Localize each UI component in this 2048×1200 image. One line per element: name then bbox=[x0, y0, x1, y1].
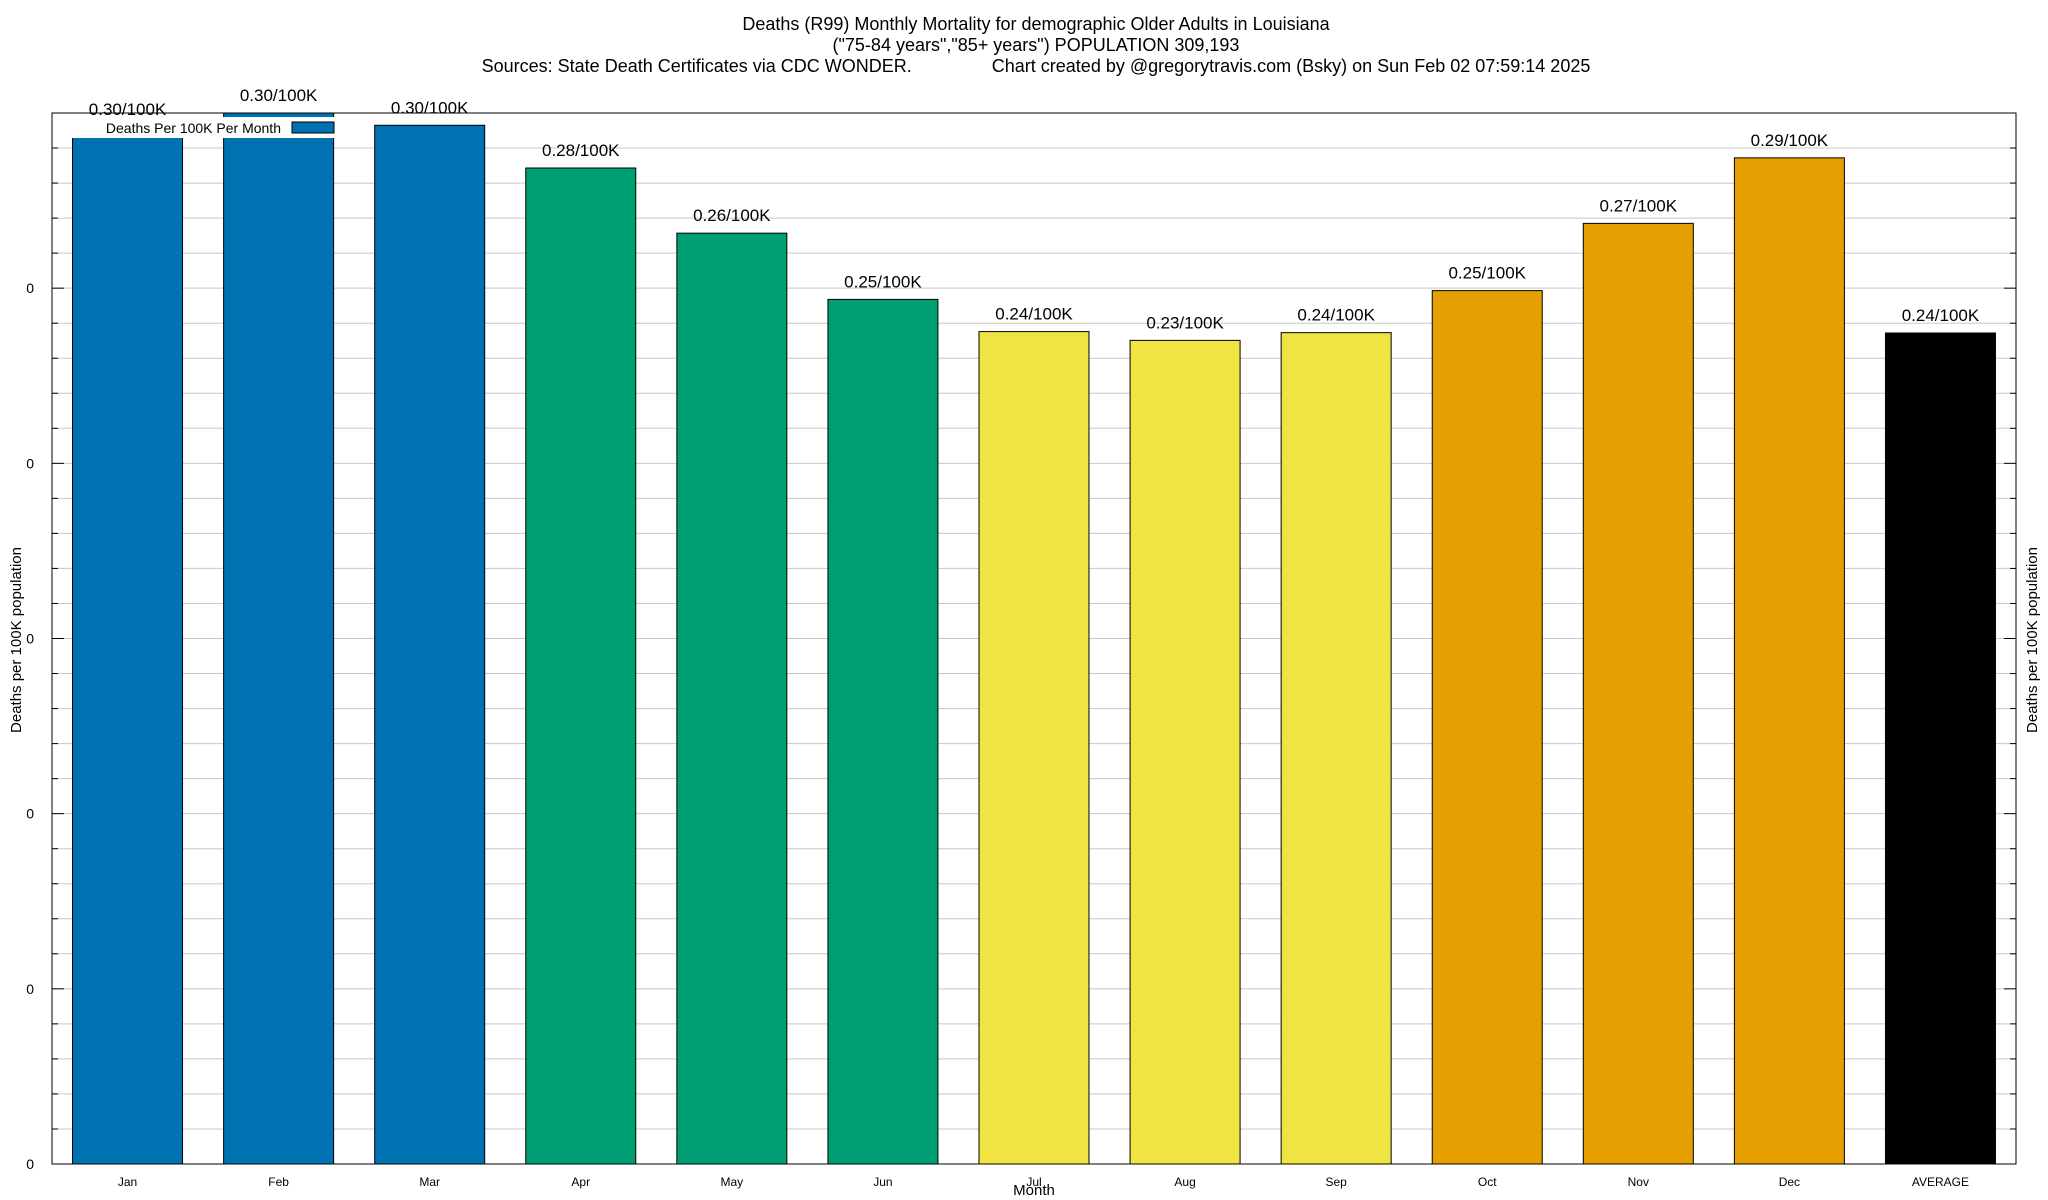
bars bbox=[72, 112, 1996, 1165]
bar-may bbox=[676, 232, 788, 1165]
title-line-2: ("75-84 years","85+ years") POPULATION 3… bbox=[833, 35, 1240, 55]
bar-average bbox=[1884, 332, 1996, 1165]
x-tick-label: Aug bbox=[1174, 1175, 1195, 1189]
data-label-jun: 0.25/100K bbox=[844, 272, 922, 291]
data-label-sep: 0.24/100K bbox=[1297, 306, 1375, 325]
data-label-apr: 0.28/100K bbox=[542, 141, 620, 160]
data-label-feb: 0.30/100K bbox=[240, 86, 318, 105]
x-tick-label: Feb bbox=[268, 1175, 289, 1189]
x-tick-label: Jul bbox=[1026, 1175, 1041, 1189]
data-label-dec: 0.29/100K bbox=[1751, 131, 1829, 150]
data-label-mar: 0.30/100K bbox=[391, 98, 469, 117]
title-line-3: Sources: State Death Certificates via CD… bbox=[482, 56, 1591, 76]
x-tick-label: Jan bbox=[118, 1175, 137, 1189]
bar-dec bbox=[1733, 157, 1845, 1165]
bar-feb bbox=[223, 112, 335, 1165]
y-tick-label: 0 bbox=[26, 806, 34, 822]
bar-aug bbox=[1129, 339, 1241, 1165]
plot-border bbox=[51, 112, 2017, 1165]
bar-nov bbox=[1582, 222, 1694, 1165]
y-tick-label: 0 bbox=[26, 631, 34, 647]
y2-axis-title: Deaths per 100K population bbox=[2024, 547, 2041, 733]
legend-background bbox=[70, 117, 344, 138]
x-tick-label: Mar bbox=[419, 1175, 440, 1189]
bar-jul bbox=[978, 331, 1090, 1165]
y-tick-label: 0 bbox=[26, 455, 34, 471]
x-tick-label: AVERAGE bbox=[1912, 1175, 1969, 1189]
x-tick-label: May bbox=[721, 1175, 744, 1189]
y-tick-label: 0 bbox=[26, 1156, 34, 1172]
bar-apr bbox=[525, 167, 637, 1165]
bar-sep bbox=[1280, 332, 1392, 1165]
data-label-average: 0.24/100K bbox=[1902, 306, 1980, 325]
y-axis-title: Deaths per 100K population bbox=[8, 547, 25, 733]
bar-mar bbox=[374, 124, 486, 1165]
bar-jan bbox=[72, 126, 184, 1165]
bar-oct bbox=[1431, 290, 1543, 1165]
x-tick-label: Sep bbox=[1325, 1175, 1347, 1189]
x-tick-label: Dec bbox=[1779, 1175, 1800, 1189]
x-tick-label: Apr bbox=[571, 1175, 590, 1189]
x-axis-title: Month bbox=[1013, 1182, 1055, 1199]
legend-label: Deaths Per 100K Per Month bbox=[106, 120, 281, 136]
bar-jun bbox=[827, 298, 939, 1165]
y-tick-label: 0 bbox=[26, 280, 34, 296]
legend: Deaths Per 100K Per Month bbox=[70, 117, 344, 138]
title-line-1: Deaths (R99) Monthly Mortality for demog… bbox=[742, 14, 1330, 34]
x-tick-label: Jun bbox=[873, 1175, 892, 1189]
data-label-jul: 0.24/100K bbox=[995, 305, 1073, 324]
data-label-jan: 0.30/100K bbox=[89, 100, 167, 119]
data-label-may: 0.26/100K bbox=[693, 206, 771, 225]
x-tick-label: Oct bbox=[1478, 1175, 1497, 1189]
y-tick-label: 0 bbox=[26, 981, 34, 997]
data-label-oct: 0.25/100K bbox=[1448, 264, 1526, 283]
legend-swatch bbox=[291, 121, 335, 134]
data-label-nov: 0.27/100K bbox=[1600, 196, 1678, 215]
data-label-aug: 0.23/100K bbox=[1146, 313, 1224, 332]
x-tick-label: Nov bbox=[1628, 1175, 1649, 1189]
chart-title-block: Deaths (R99) Monthly Mortality for demog… bbox=[482, 14, 1591, 76]
